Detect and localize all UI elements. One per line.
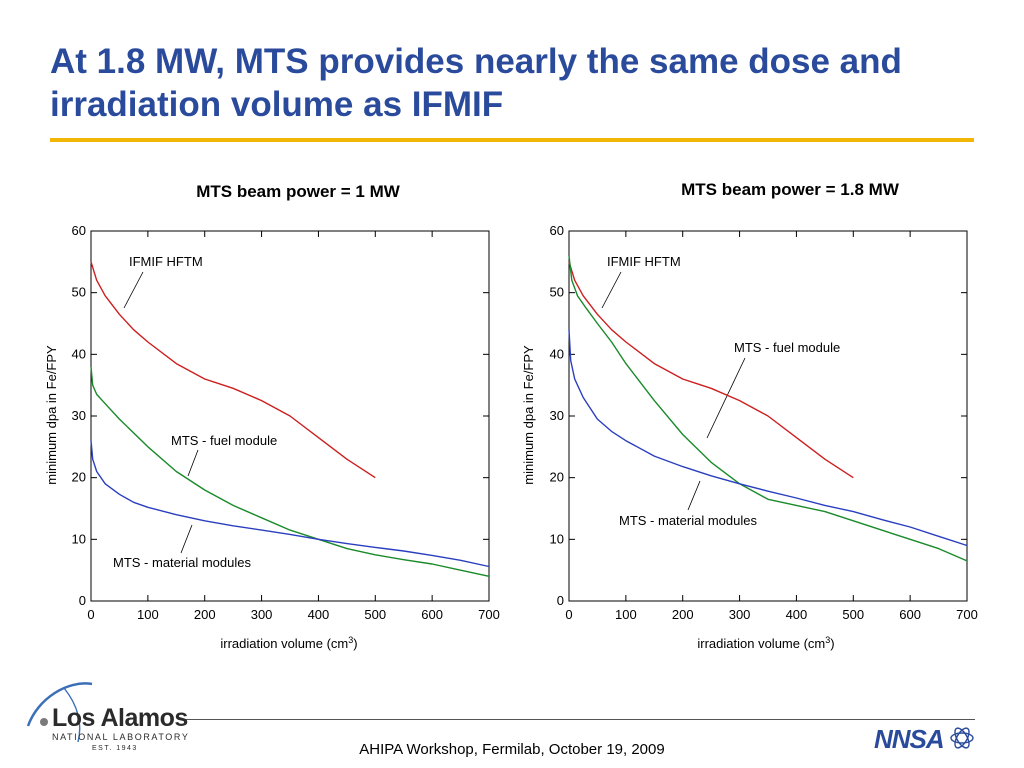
chart-2-pointer-material bbox=[687, 480, 701, 511]
chart-2-xtick-label: 700 bbox=[956, 607, 978, 622]
atom-orbit-icon bbox=[950, 732, 974, 744]
chart-1-ytick-label: 40 bbox=[72, 346, 86, 361]
chart-1-xtick-label: 500 bbox=[364, 607, 386, 622]
chart-2-ytick-label: 60 bbox=[550, 223, 564, 238]
chart-1-ytick-label: 60 bbox=[72, 223, 86, 238]
chart-1-xtick-label: 300 bbox=[251, 607, 273, 622]
chart-2-ytick-label: 30 bbox=[550, 408, 564, 423]
chart-2-series-line-3 bbox=[568, 329, 968, 547]
chart-2-xtick-label: 500 bbox=[842, 607, 864, 622]
chart-2-series-line-2 bbox=[568, 255, 968, 562]
chart-1-xlabel-sup: 3 bbox=[348, 635, 353, 645]
chart-2-xtick-label: 400 bbox=[786, 607, 808, 622]
chart-1-label-ifmif: IFMIF HFTM bbox=[129, 254, 203, 269]
chart-1-xtick-label: 600 bbox=[421, 607, 443, 622]
chart-2-label-ifmif: IFMIF HFTM bbox=[607, 254, 681, 269]
chart-1-xtick-label: 400 bbox=[308, 607, 330, 622]
chart-1-series-line-2 bbox=[90, 366, 490, 577]
chart-2-xtick-label: 0 bbox=[565, 607, 572, 622]
chart-2-ytick-label: 0 bbox=[557, 593, 564, 608]
chart-2-xtick-label: 300 bbox=[729, 607, 751, 622]
chart-1-label-fuel: MTS - fuel module bbox=[171, 433, 277, 448]
chart-2-xtick-label: 100 bbox=[615, 607, 637, 622]
title-rule bbox=[50, 138, 974, 142]
chart-1-series-line-3 bbox=[90, 440, 490, 568]
chart-1-pointer-ifmif bbox=[123, 271, 144, 309]
chart-1-xlabel: irradiation volume (cm3) bbox=[220, 635, 357, 651]
orbit-arc-icon bbox=[26, 682, 93, 727]
orbit-arc-icon bbox=[63, 687, 81, 743]
chart-2-label-material: MTS - material modules bbox=[619, 513, 757, 528]
chart-2-ylabel: minimum dpa in Fe/FPY bbox=[521, 345, 536, 485]
lanl-logo-name: Los Alamos bbox=[52, 704, 188, 732]
chart-1-ytick-label: 30 bbox=[72, 408, 86, 423]
chart-2-ytick-label: 40 bbox=[550, 346, 564, 361]
footer-text: AHIPA Workshop, Fermilab, October 19, 20… bbox=[359, 741, 665, 758]
chart-1-label-material: MTS - material modules bbox=[113, 555, 251, 570]
chart-1-xtick-label: 0 bbox=[87, 607, 94, 622]
chart-2-series-line-1 bbox=[568, 261, 854, 479]
atom-orbit-icon bbox=[954, 727, 970, 749]
chart-1-xtick-label: 200 bbox=[194, 607, 216, 622]
chart-1-xlabel-close: ) bbox=[353, 636, 357, 651]
slide-title: At 1.8 MW, MTS provides nearly the same … bbox=[50, 42, 902, 124]
lanl-logo-mark bbox=[26, 682, 93, 743]
chart-1-ylabel: minimum dpa in Fe/FPY bbox=[44, 345, 59, 485]
chart-1-ytick-label: 50 bbox=[72, 285, 86, 300]
nnsa-logo: NNSA bbox=[874, 724, 974, 754]
lanl-logo-established: EST. 1943 bbox=[92, 745, 138, 752]
footer-rule bbox=[185, 719, 975, 720]
chart-2-xlabel: irradiation volume (cm3) bbox=[697, 635, 834, 651]
chart-1-xtick-label: 700 bbox=[478, 607, 500, 622]
chart-2-ytick-label: 50 bbox=[550, 285, 564, 300]
atom-dot-icon bbox=[40, 718, 48, 726]
charts-canvas: MTS beam power = 1 MW minimum dpa in Fe/… bbox=[44, 180, 978, 651]
chart-2-xtick-label: 600 bbox=[899, 607, 921, 622]
chart-2-ytick-label: 20 bbox=[550, 470, 564, 485]
chart-2-pointer-ifmif bbox=[601, 271, 622, 309]
chart-2-pointer-fuel bbox=[706, 357, 746, 439]
chart-2-label-fuel: MTS - fuel module bbox=[734, 340, 840, 355]
chart-1-xlabel-main: irradiation volume (cm bbox=[220, 636, 348, 651]
chart-1-series-line-1 bbox=[90, 261, 376, 479]
chart-1-xtick-label: 100 bbox=[137, 607, 159, 622]
atom-orbit-icon bbox=[954, 727, 970, 749]
chart-2-xlabel-main: irradiation volume (cm bbox=[697, 636, 825, 651]
chart-2-xtick-label: 200 bbox=[672, 607, 694, 622]
chart-2-title: MTS beam power = 1.8 MW bbox=[681, 180, 900, 199]
chart-1-pointer-fuel bbox=[187, 449, 199, 477]
chart-1-ytick-label: 10 bbox=[72, 531, 86, 546]
lanl-logo-subtitle: NATIONAL LABORATORY bbox=[52, 732, 190, 742]
nnsa-logo-wordmark: NNSA bbox=[874, 724, 944, 754]
chart-1-pointer-material bbox=[180, 524, 193, 554]
chart-1-title: MTS beam power = 1 MW bbox=[196, 182, 401, 201]
chart-2-xlabel-sup: 3 bbox=[825, 635, 830, 645]
chart-2-ytick-label: 10 bbox=[550, 531, 564, 546]
chart-1-ytick-label: 0 bbox=[79, 593, 86, 608]
chart-2-xlabel-close: ) bbox=[830, 636, 834, 651]
chart-1-ytick-label: 20 bbox=[72, 470, 86, 485]
